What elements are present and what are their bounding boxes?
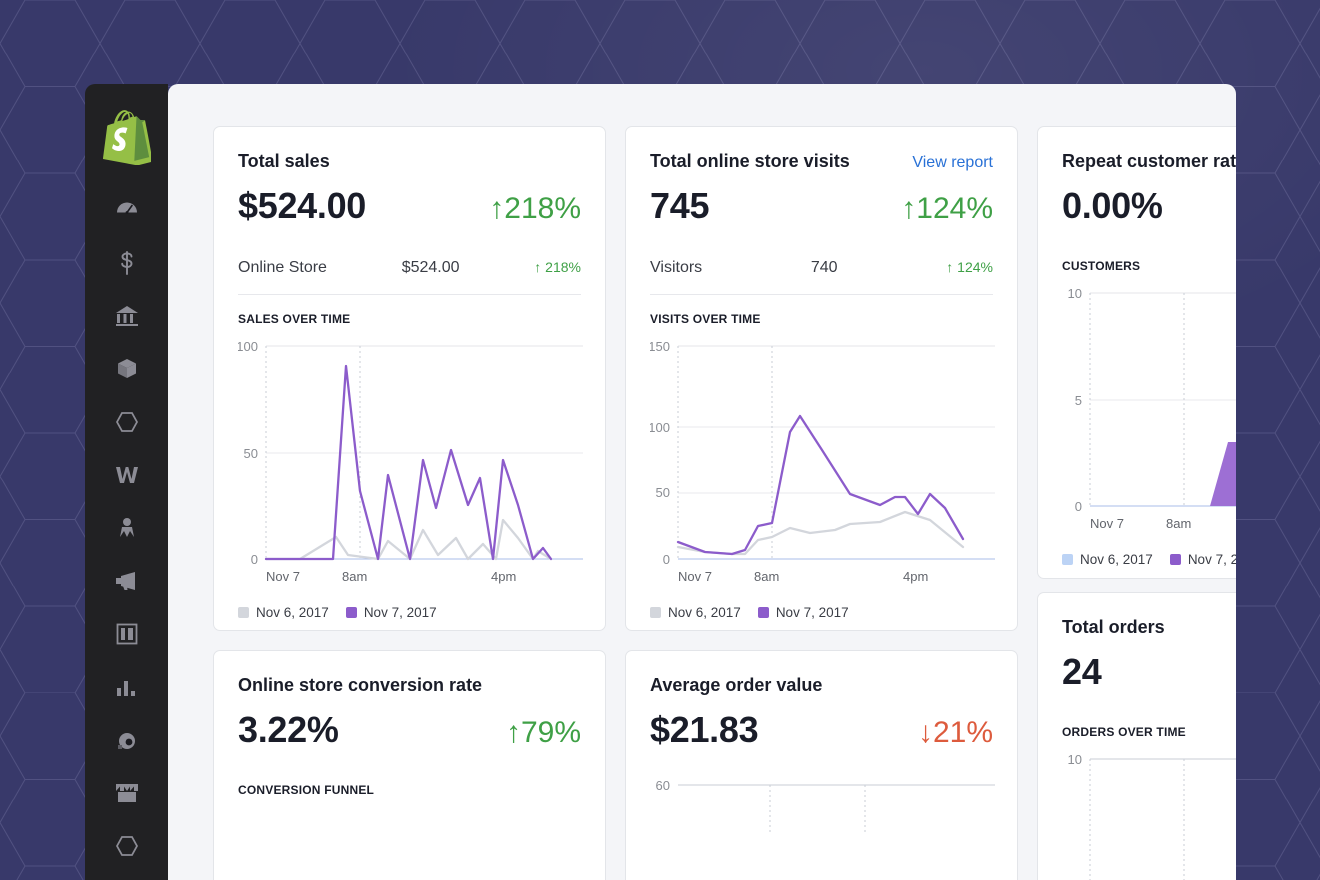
svg-text:10: 10 [1068, 753, 1082, 767]
svg-text:60: 60 [656, 779, 670, 793]
svg-text:10: 10 [1068, 287, 1082, 301]
svg-text:8am: 8am [342, 569, 367, 584]
svg-text:4pm: 4pm [491, 569, 516, 584]
svg-text:0: 0 [1075, 499, 1082, 514]
svg-text:100: 100 [238, 340, 258, 354]
svg-text:100: 100 [650, 420, 670, 435]
svg-text:5: 5 [1075, 393, 1082, 408]
svg-text:150: 150 [650, 340, 670, 354]
svg-text:8am: 8am [1166, 516, 1191, 531]
svg-text:8am: 8am [754, 569, 779, 584]
svg-text:4pm: 4pm [903, 569, 928, 584]
svg-text:Nov 7: Nov 7 [1090, 516, 1124, 531]
svg-text:Nov 7: Nov 7 [266, 569, 300, 584]
svg-text:0: 0 [663, 552, 670, 567]
svg-text:50: 50 [656, 485, 670, 500]
svg-text:50: 50 [244, 446, 258, 461]
svg-text:0: 0 [251, 552, 258, 567]
svg-text:Nov 7: Nov 7 [678, 569, 712, 584]
